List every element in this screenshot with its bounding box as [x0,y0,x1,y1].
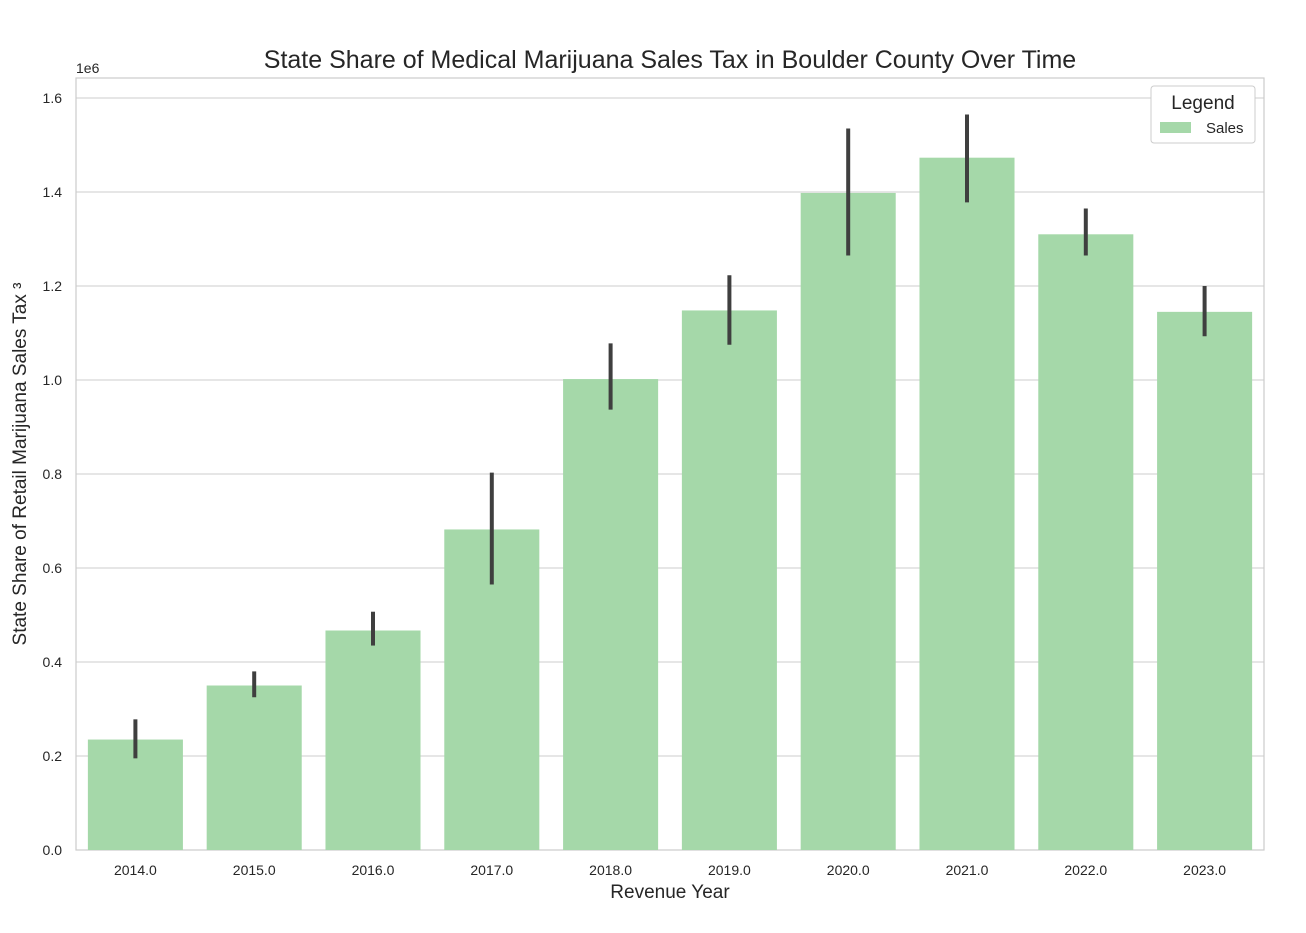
legend-swatch-sales [1160,122,1191,133]
bar-2022.0 [1038,234,1134,851]
x-tick-label: 2023.0 [1183,862,1226,878]
x-tick-label: 2014.0 [114,862,157,878]
y-tick-label: 1.2 [43,278,63,294]
bar-2023.0 [1157,311,1253,851]
x-tick-label: 2019.0 [708,862,751,878]
legend-entry-sales: Sales [1206,120,1244,137]
y-tick-label: 1.6 [43,90,63,106]
x-axis-ticks: 2014.0 2015.0 2016.0 2017.0 2018.0 2019.0 2020… [114,862,1226,878]
y-tick-label: 0.2 [43,748,63,764]
y-tick-label: 0.6 [43,560,63,576]
bar-2015.0 [206,685,302,850]
y-axis-ticks: 0.0 0.2 0.4 0.6 0.8 1.0 1.2 1.4 1.6 [43,90,63,858]
legend-title: Legend [1171,93,1234,114]
bar-2019.0 [681,310,777,850]
x-tick-label: 2022.0 [1064,862,1107,878]
y-axis-multiplier: 1e6 [76,60,100,76]
x-tick-label: 2015.0 [233,862,276,878]
x-tick-label: 2020.0 [827,862,870,878]
bars [87,157,1253,851]
error-bars [133,114,1207,759]
x-axis-label: Revenue Year [610,882,730,903]
bar-2018.0 [563,379,659,850]
bar-2016.0 [325,630,421,850]
legend: Legend Sales [1150,85,1256,144]
y-tick-label: 0.0 [43,842,63,858]
bar-2021.0 [919,157,1015,850]
y-tick-label: 1.0 [43,372,63,388]
y-axis-label: State Share of Retail Marijuana Sales Ta… [10,283,31,646]
y-tick-label: 0.4 [43,654,63,670]
chart-title: State Share of Medical Marijuana Sales T… [264,46,1076,74]
x-tick-label: 2017.0 [470,862,513,878]
x-tick-label: 2021.0 [946,862,989,878]
y-tick-label: 0.8 [43,466,63,482]
x-tick-label: 2016.0 [352,862,395,878]
y-tick-label: 1.4 [43,184,63,200]
bar-2020.0 [800,192,896,850]
x-tick-label: 2018.0 [589,862,632,878]
